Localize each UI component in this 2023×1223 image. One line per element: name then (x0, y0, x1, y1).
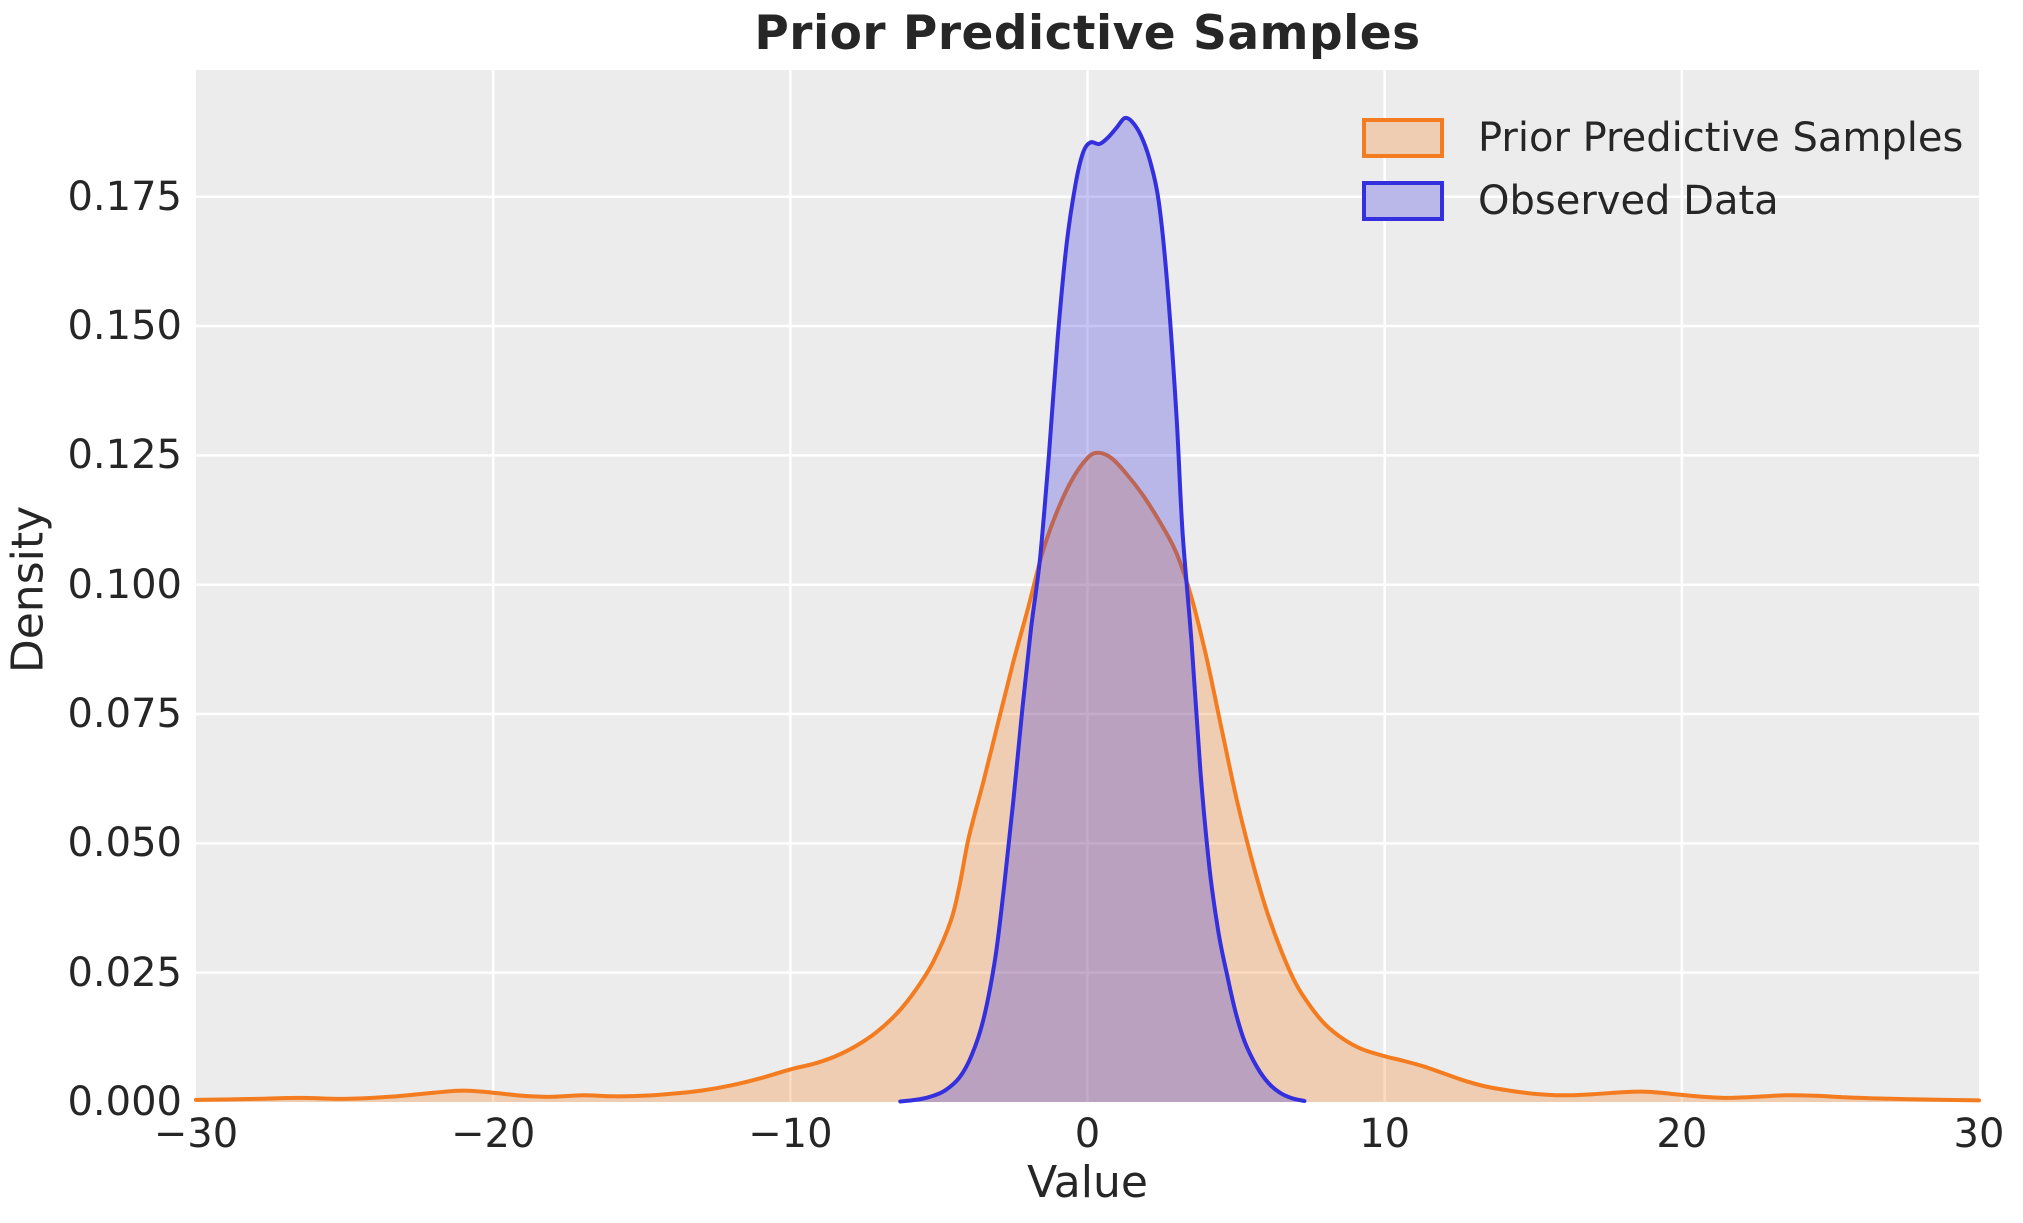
legend: Prior Predictive Samples Observed Data (1362, 115, 1963, 241)
kde-curve-observed-data (898, 115, 1307, 1104)
y-tick-label: 0.125 (67, 432, 182, 479)
legend-label: Prior Predictive Samples (1478, 115, 1964, 161)
legend-item: Observed Data (1362, 178, 1963, 224)
x-tick-label: 20 (1656, 1111, 1708, 1157)
y-tick-label: 0.000 (67, 1079, 182, 1125)
y-tick-label: 0.150 (67, 303, 182, 350)
y-tick-label: 0.175 (67, 173, 182, 220)
x-tick-label: −10 (748, 1111, 833, 1157)
kde-fill-prior-predictive-samples (196, 452, 1979, 1102)
x-tick-label: 0 (1074, 1111, 1101, 1157)
y-tick-label: 0.075 (67, 691, 182, 738)
kde-series-observed-data (898, 115, 1307, 1104)
legend-label: Observed Data (1478, 178, 1779, 224)
y-tick-label: 0.025 (67, 949, 182, 996)
kde-series-prior-predictive-samples (194, 450, 1981, 1103)
legend-item: Prior Predictive Samples (1362, 115, 1963, 161)
y-tick-label: 0.050 (67, 820, 182, 867)
x-axis-label: Value (1027, 1157, 1148, 1208)
x-tick-label: 10 (1359, 1111, 1411, 1157)
x-tick-label: 30 (1953, 1111, 2005, 1157)
x-tick-label: −20 (450, 1111, 536, 1157)
legend-swatch-observed-data (1362, 181, 1444, 221)
x-tick-label: −30 (153, 1111, 239, 1157)
chart-title: Prior Predictive Samples (754, 6, 1421, 61)
kde-fill-observed-data (900, 117, 1305, 1103)
legend-swatch-prior-predictive-samples (1362, 118, 1444, 158)
kde-curve-prior-predictive-samples (194, 450, 1981, 1103)
y-tick-label: 0.100 (67, 561, 182, 608)
